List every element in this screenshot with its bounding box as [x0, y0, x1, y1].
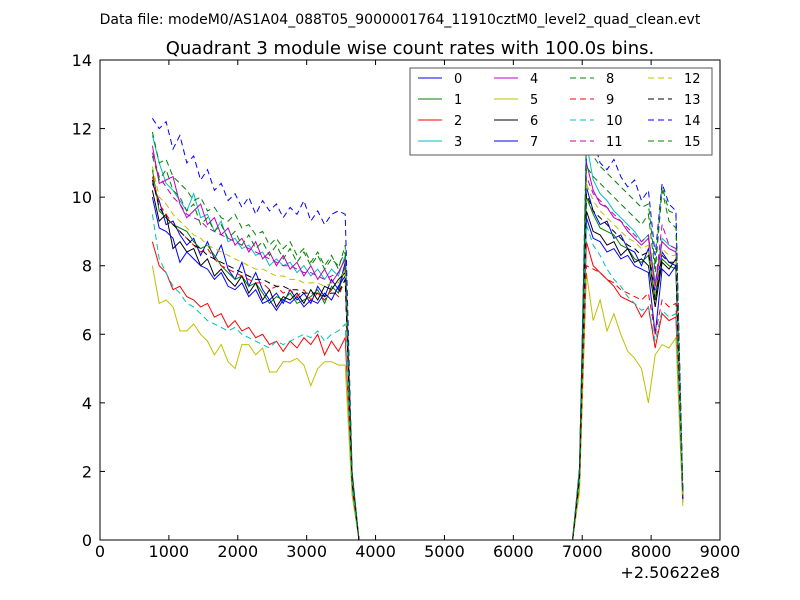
ticks-layer: 0 1000 2000 3000 4000 5000 6000 7000 8000 9000 0 2 4…	[72, 51, 741, 561]
x-tick-label: 2000	[217, 542, 258, 561]
series-line-5	[151, 265, 684, 541]
legend-label-8: 8	[606, 72, 614, 87]
legend-label-2: 2	[454, 114, 462, 129]
axes-frame	[99, 59, 721, 541]
series-line-4	[151, 145, 684, 541]
x-tick-label: 3000	[286, 542, 327, 561]
y-tick-label: 6	[82, 325, 92, 344]
legend-label-4: 4	[530, 72, 538, 87]
legend-label-1: 1	[454, 93, 462, 108]
x-tick-label: 8000	[631, 542, 672, 561]
series-line-6	[151, 190, 684, 541]
chart-title: Quadrant 3 module wise count rates with …	[166, 38, 655, 59]
legend-label-13: 13	[684, 93, 701, 108]
y-tick-label: 14	[72, 51, 92, 70]
series-line-12	[151, 166, 684, 541]
series-line-9	[151, 176, 684, 541]
x-offset-label: +2.50622e8	[620, 563, 720, 582]
legend-label-6: 6	[530, 114, 538, 129]
series-line-2	[151, 241, 684, 541]
series-line-10	[151, 214, 684, 541]
legend-label-14: 14	[684, 114, 701, 129]
y-tick-label: 0	[82, 531, 92, 550]
legend-label-9: 9	[606, 93, 614, 108]
y-tick-label: 10	[72, 188, 92, 207]
legend-label-3: 3	[454, 135, 462, 150]
series-line-11	[151, 152, 684, 541]
y-tick-label: 4	[82, 394, 92, 413]
x-tick-label: 6000	[493, 542, 534, 561]
legend-label-11: 11	[606, 135, 623, 150]
legend-label-7: 7	[530, 135, 538, 150]
series-line-7	[151, 196, 684, 541]
x-tick-label: 7000	[562, 542, 603, 561]
series-line-14	[151, 118, 684, 541]
legend-label-12: 12	[684, 72, 701, 87]
x-tick-label: 0	[95, 542, 105, 561]
legend-label-0: 0	[454, 72, 462, 87]
legend-label-15: 15	[684, 135, 701, 150]
series-line-15	[151, 155, 684, 541]
series-line-8	[151, 131, 684, 541]
series-layer	[151, 118, 684, 541]
y-tick-label: 2	[82, 462, 92, 481]
x-tick-label: 1000	[149, 542, 190, 561]
x-tick-label: 9000	[700, 542, 741, 561]
x-tick-label: 4000	[355, 542, 396, 561]
y-tick-label: 8	[82, 257, 92, 276]
series-line-13	[151, 179, 684, 541]
chart-suptitle: Data file: modeM0/AS1A04_088T05_90000017…	[100, 12, 701, 28]
legend-label-10: 10	[606, 114, 623, 129]
y-tick-label: 12	[72, 120, 92, 139]
x-tick-label: 5000	[424, 542, 465, 561]
legend-label-5: 5	[530, 93, 538, 108]
